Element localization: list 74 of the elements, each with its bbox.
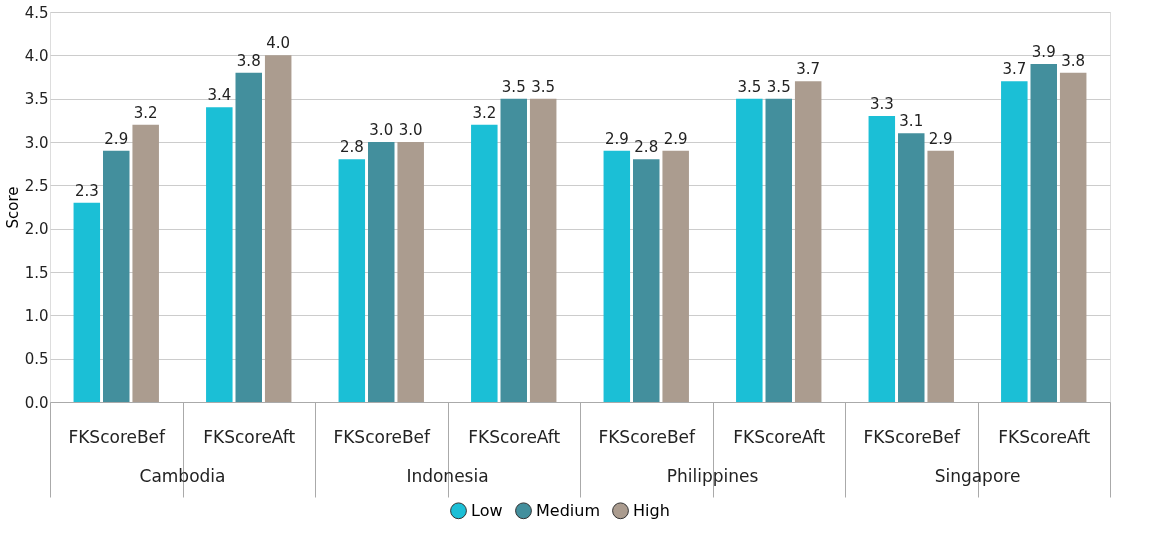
data-label: 3.5 xyxy=(501,77,526,96)
y-tick-label: 0.5 xyxy=(24,350,49,369)
data-label: 3.3 xyxy=(869,95,894,113)
data-label: 3.9 xyxy=(1031,43,1056,61)
y-tick-label: 3.5 xyxy=(24,90,49,109)
data-label: 2.8 xyxy=(339,138,364,157)
bar xyxy=(603,150,631,402)
x-tick-label: FKScoreAft xyxy=(203,426,296,447)
bar xyxy=(471,124,498,402)
data-label: 3.5 xyxy=(531,77,556,96)
bar xyxy=(73,202,101,402)
legend-label: Low xyxy=(471,500,503,520)
data-label: 3.0 xyxy=(398,121,423,139)
data-label: 3.1 xyxy=(899,112,924,131)
bar xyxy=(662,150,689,402)
text: Cambodia xyxy=(139,466,226,486)
bar xyxy=(368,142,395,402)
y-tick-label: 3.0 xyxy=(24,133,49,152)
data-label: 2.9 xyxy=(928,129,953,148)
bar xyxy=(868,116,896,402)
bar xyxy=(736,98,763,402)
legend-label: High xyxy=(633,500,670,520)
bar xyxy=(794,81,822,402)
data-label: 3.7 xyxy=(796,60,821,79)
bar xyxy=(206,107,233,402)
x-tick-label: FKScoreBef xyxy=(68,426,167,447)
data-label: 3.7 xyxy=(1002,60,1027,79)
y-axis-title: Score xyxy=(3,186,22,229)
data-label: 3.5 xyxy=(737,77,762,96)
bar xyxy=(898,133,925,402)
data-label: 4.0 xyxy=(266,34,291,53)
bar xyxy=(235,72,262,402)
data-label: 3.4 xyxy=(207,86,232,105)
x-tick-label: FKScoreBef xyxy=(333,426,432,447)
data-label: 3.0 xyxy=(369,121,394,139)
data-label: 2.9 xyxy=(104,129,129,148)
legend-label: Medium xyxy=(536,500,600,520)
data-label: 3.5 xyxy=(766,77,791,96)
data-label: 3.2 xyxy=(133,103,158,122)
y-tick-label: 1.0 xyxy=(24,306,49,325)
y-tick-label: 4.0 xyxy=(24,46,49,65)
bar xyxy=(927,150,954,402)
data-label: 2.8 xyxy=(634,138,659,157)
bar xyxy=(132,124,159,402)
y-tick-label: 0.0 xyxy=(24,393,49,412)
y-tick-label: 1.5 xyxy=(24,263,49,282)
x-tick-label: FKScoreAft xyxy=(468,426,561,447)
y-tick-label: 2.5 xyxy=(24,176,49,195)
x-tick-label: FKScoreAft xyxy=(733,426,826,447)
bar xyxy=(500,98,527,402)
bar xyxy=(529,98,557,402)
bar xyxy=(1030,64,1057,402)
data-label: 3.8 xyxy=(236,51,261,70)
text: Philippines xyxy=(666,466,759,486)
bar xyxy=(264,55,292,402)
bar xyxy=(1059,72,1087,402)
bar xyxy=(765,98,792,402)
data-label: 2.9 xyxy=(604,129,629,148)
y-tick-label: 4.5 xyxy=(24,3,49,22)
bar xyxy=(338,159,366,402)
data-label: 2.3 xyxy=(74,181,99,200)
text: Indonesia xyxy=(406,466,489,486)
x-tick-label: FKScoreBef xyxy=(598,426,697,447)
bar xyxy=(103,150,130,402)
text: Singapore xyxy=(934,466,1021,486)
x-tick-label: FKScoreBef xyxy=(863,426,962,447)
bar xyxy=(633,159,660,402)
y-tick-label: 2.0 xyxy=(24,220,49,239)
bar xyxy=(1001,81,1028,402)
data-label: 3.8 xyxy=(1061,51,1086,70)
x-tick-label: FKScoreAft xyxy=(998,426,1091,447)
bar xyxy=(397,142,424,402)
data-label: 2.9 xyxy=(663,129,688,148)
data-label: 3.2 xyxy=(472,103,497,122)
